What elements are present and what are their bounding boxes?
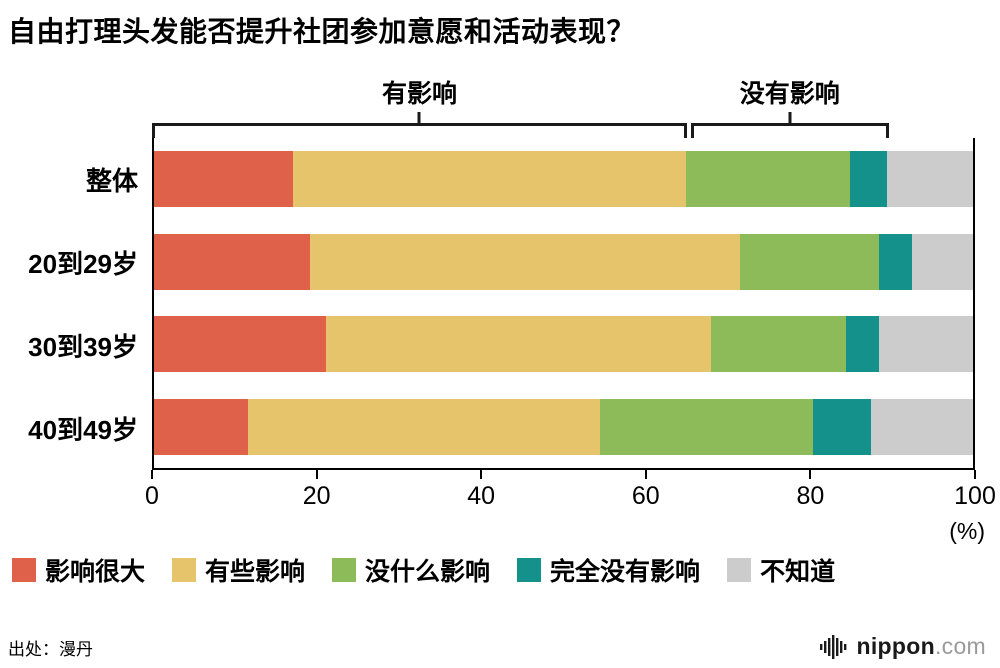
footer: 出处：漫丹 nippon.com [8,633,986,660]
bar-segment [600,398,814,455]
bar-segment [293,151,687,208]
tick-mark [480,470,483,479]
bar-segment [248,398,601,455]
tick-label: 0 [145,482,159,510]
legend-swatch [517,558,542,582]
bar-row-3 [154,386,973,469]
category-label: 20到29岁 [28,249,138,279]
axis-unit-label: (%) [949,518,985,544]
legend-item: 没什么影响 [332,552,490,588]
category-axis: 整体 20到29岁 30到39岁 40到49岁 [0,138,152,470]
tick-label: 20 [302,482,331,510]
tick-mark [974,470,976,479]
bar-segment [710,316,847,373]
legend-label: 完全没有影响 [550,558,701,586]
legend: 影响很大 有些影响 没什么影响 完全没有影响 不知道 [12,552,1000,588]
bar-segment [154,151,294,208]
bar-segment [154,233,310,290]
bar-segment [886,151,973,208]
legend-swatch [172,558,197,582]
bracket-center-tick [788,112,792,126]
bar-row-1 [154,221,973,304]
tick-mark [151,470,153,479]
plot-row: 整体 20到29岁 30到39岁 40到49岁 [0,138,1000,470]
nippon-logo: nippon.com [819,633,986,660]
bracket-label: 有影响 [381,80,457,108]
annotation-bracket-0: 有影响 [152,80,687,138]
legend-item: 完全没有影响 [517,552,700,588]
tick-label: 100 [954,482,996,510]
legend-swatch [332,558,357,582]
stacked-bar [154,233,973,290]
bar-row-0 [154,138,973,221]
legend-label: 有些影响 [205,558,306,586]
tick-label: 80 [796,482,825,510]
axis-row-spacer [0,470,152,552]
legend-label: 不知道 [760,558,836,586]
category-label: 40到49岁 [28,415,138,445]
source-credit: 出处：漫丹 [8,640,93,659]
bracket-label: 没有影响 [739,80,840,108]
bar-segment [739,233,879,290]
category-label: 30到39岁 [28,332,138,362]
bracket-row-spacer [0,64,152,138]
tick-mark [809,470,812,479]
stacked-bar [154,398,973,455]
bar-row-2 [154,303,973,386]
legend-item: 不知道 [727,552,835,588]
bar-segment [309,233,740,290]
legend-item: 有些影响 [172,552,305,588]
chart-title: 自由打理头发能否提升社团参加意愿和活动表现？ [8,16,636,47]
legend-item: 影响很大 [12,552,145,588]
legend-swatch [12,558,36,582]
bar-segment [878,316,973,373]
axis-row: (%) 0 20 40 60 80 100 [0,470,1000,552]
legend-swatch [727,558,752,582]
bar-segment [911,233,973,290]
plot-area [152,138,975,470]
logo-tld: .com [934,633,986,659]
legend-label: 没什么影响 [365,558,491,586]
bar-segment [878,233,912,290]
logo-name: nippon [856,633,935,659]
soundwave-icon [819,634,846,659]
stacked-bar [154,316,973,373]
x-axis: (%) 0 20 40 60 80 100 [145,470,996,552]
bar-segment [850,151,887,208]
tick-mark [315,470,318,479]
bracket-center-tick [417,112,421,126]
bar-segment [325,316,711,373]
bar-segment [813,398,871,455]
tick-mark [644,470,647,479]
bar-segment [154,316,326,373]
bracket-area: 有影响 没有影响 [152,64,975,138]
legend-label: 影响很大 [45,558,146,586]
bar-segment [686,151,851,208]
logo-text: nippon.com [857,633,986,660]
annotation-bracket-1: 没有影响 [691,80,889,138]
bar-segment [154,398,249,455]
tick-label: 60 [631,482,660,510]
bracket-row: 有影响 没有影响 [0,64,1000,138]
tick-label: 40 [467,482,496,510]
category-label: 整体 [85,166,138,196]
bar-segment [846,316,879,373]
bar-segment [870,398,973,455]
stacked-bar-chart: 有影响 没有影响 整体 20到29岁 30到39岁 40到49岁 (%) 0 20 40 60… [0,64,1000,552]
stacked-bar [154,151,973,208]
